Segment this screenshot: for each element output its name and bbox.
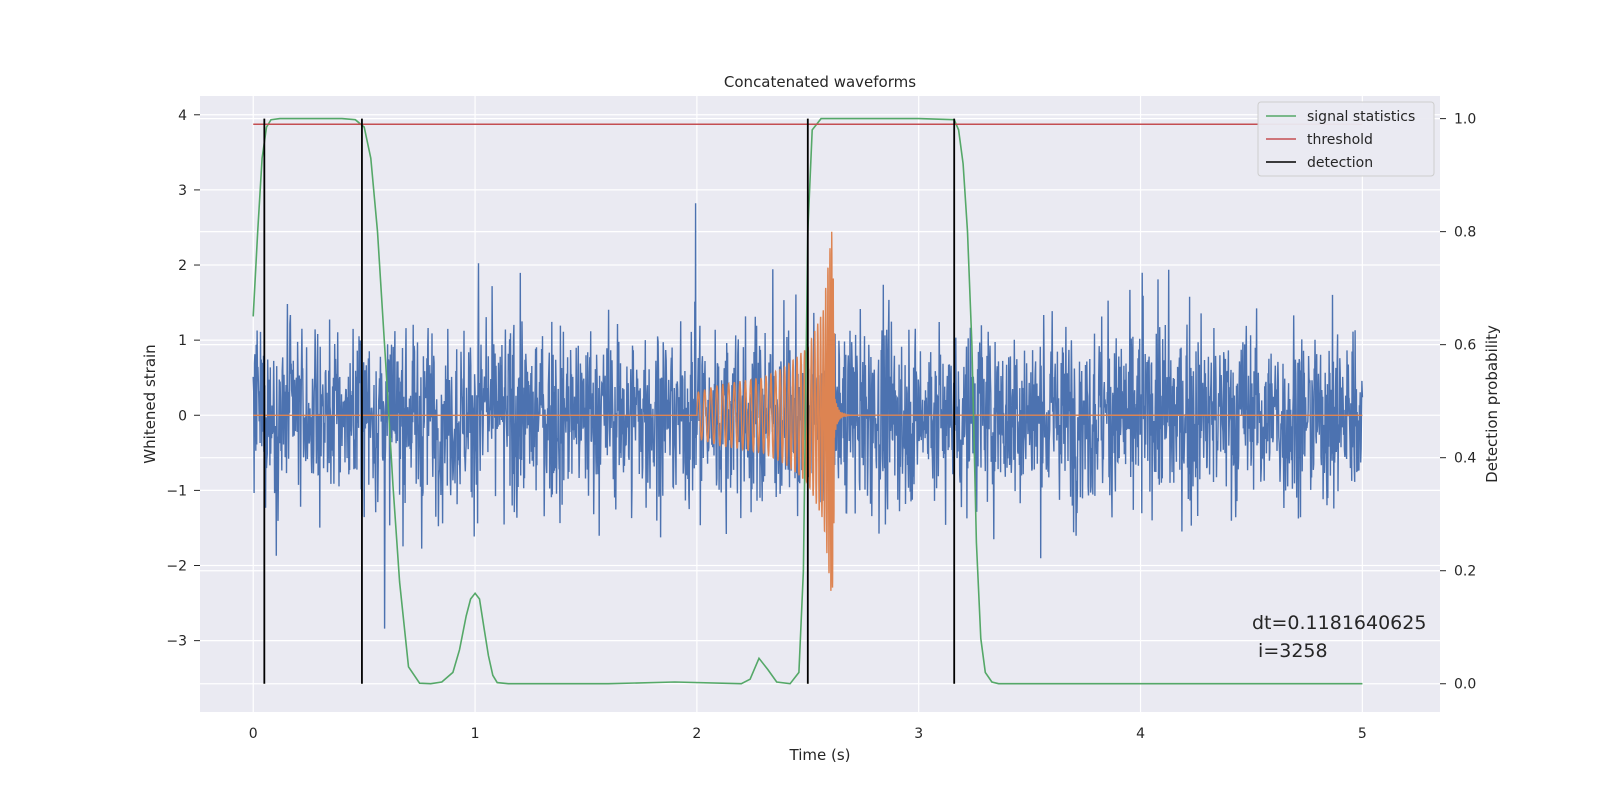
y-tick-label: 2 <box>178 258 187 274</box>
x-tick-label: 3 <box>914 726 923 742</box>
x-tick-label: 2 <box>692 726 701 742</box>
x-axis-label: Time (s) <box>789 746 851 764</box>
y-tick-label: 4 <box>178 108 187 124</box>
series-group <box>252 117 1364 685</box>
x-tick-label: 4 <box>1136 726 1145 742</box>
y-tick-label: −2 <box>166 559 187 575</box>
y-right-tick-label: 0.0 <box>1454 677 1476 693</box>
y-tick-label: 1 <box>178 333 187 349</box>
y-right-tick-label: 1.0 <box>1454 112 1476 128</box>
tick-labels: 0 1 2 3 4 5 −3 −2 −1 0 1 2 3 4 0.0 0.2 0.4 0.6 0.8 1.0 <box>166 108 1476 742</box>
annotation-dt: dt=0.1181640625 <box>1252 612 1426 634</box>
x-tick-label: 1 <box>471 726 480 742</box>
y-tick-label: −3 <box>166 634 187 650</box>
y-right-tick-label: 0.8 <box>1454 225 1476 241</box>
x-tick-label: 5 <box>1358 726 1367 742</box>
y-tick-label: 0 <box>178 408 187 424</box>
series-waveform <box>253 231 1363 591</box>
y-right-tick-label: 0.4 <box>1454 451 1476 467</box>
y-right-tick-label: 0.2 <box>1454 564 1476 580</box>
y-right-tick-label: 0.6 <box>1454 338 1476 354</box>
legend-label-signal-statistics: signal statistics <box>1307 109 1415 125</box>
legend-label-threshold: threshold <box>1307 132 1373 148</box>
chart-title: Concatenated waveforms <box>724 73 916 91</box>
x-tick-label: 0 <box>249 726 258 742</box>
y-tick-label: −1 <box>166 483 187 499</box>
y-axis-right-label: Detection probability <box>1483 325 1501 483</box>
annotation-index: i=3258 <box>1252 640 1328 662</box>
legend: signal statistics threshold detection <box>1257 101 1435 177</box>
legend-label-detection: detection <box>1307 155 1373 171</box>
y-axis-label: Whitened strain <box>141 344 159 463</box>
legend-box <box>1257 101 1435 177</box>
y-tick-label: 3 <box>178 183 187 199</box>
